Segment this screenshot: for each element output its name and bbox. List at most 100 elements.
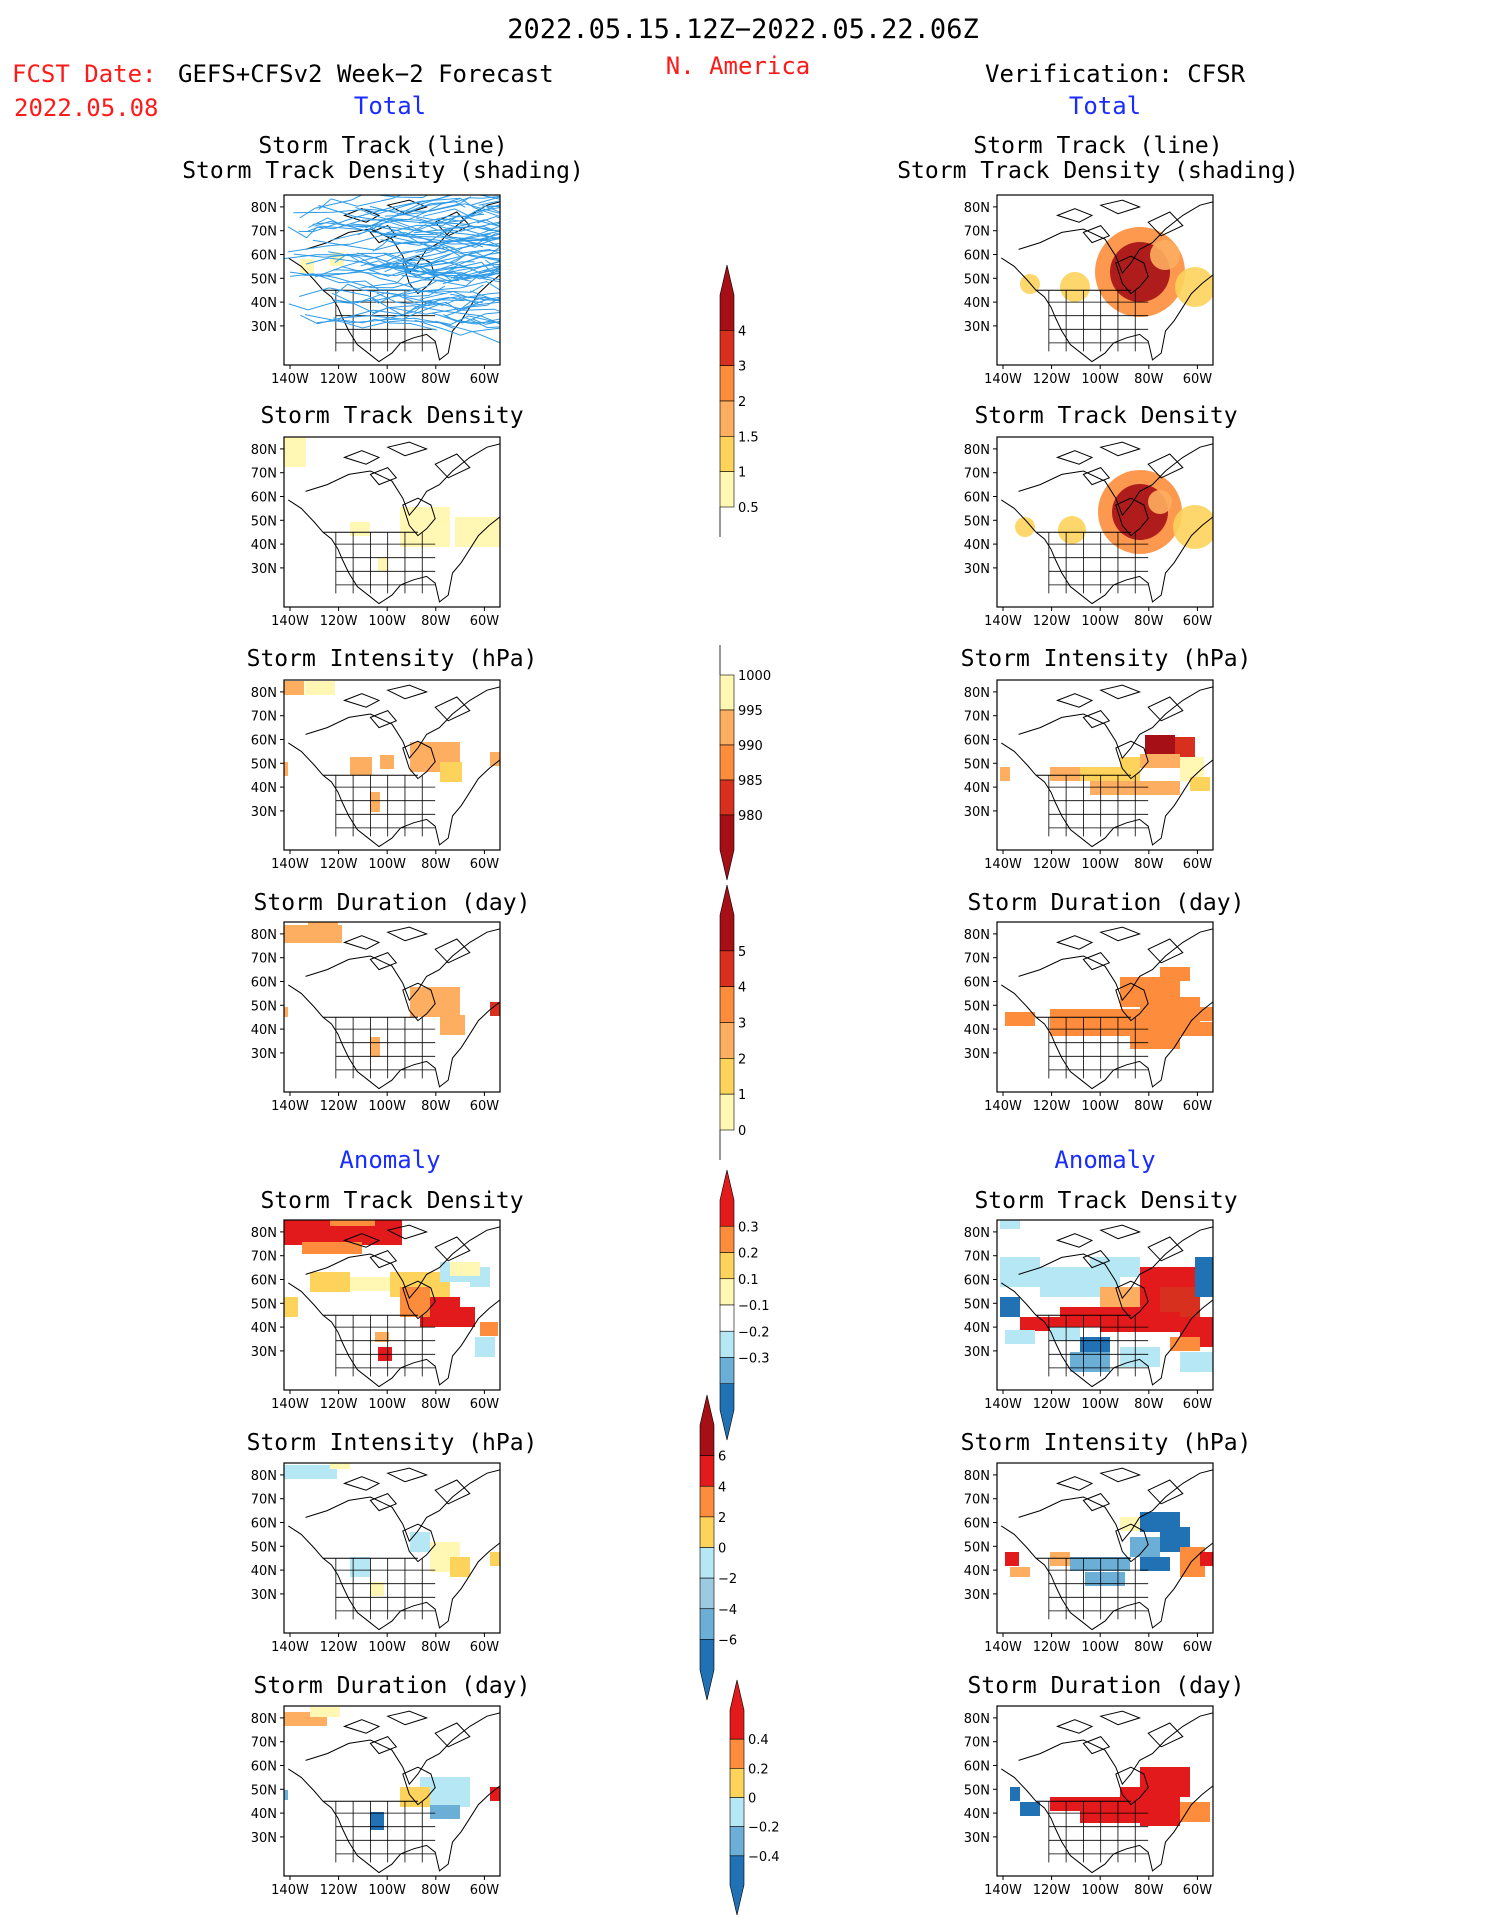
storm-track-line (442, 274, 500, 285)
storm-track-line (318, 204, 485, 232)
model-label: GEFS+CFSv2 Week−2 Forecast (178, 60, 554, 88)
lon-tick-label: 60W (1183, 1099, 1213, 1114)
shading-cell (378, 557, 388, 571)
arctic-coastline (305, 1469, 500, 1543)
lat-tick-label: 30N (964, 320, 990, 335)
colorbar-label: 995 (738, 704, 763, 719)
shading-cell (1070, 1352, 1110, 1372)
storm-track-line (408, 270, 500, 285)
lat-tick-label: 80N (251, 443, 277, 458)
colorbar-segment (719, 264, 735, 331)
lon-tick-label: 140W (271, 1640, 309, 1655)
lon-tick-label: 100W (1081, 1099, 1119, 1114)
lon-tick-label: 100W (1081, 1640, 1119, 1655)
shading-cell (284, 1007, 288, 1017)
map-panel-vf-track: 80N 70N 60N 50N 40N 30N 140W 120W 100W 80W 60W (964, 194, 1214, 387)
lon-tick-label: 60W (470, 1397, 500, 1412)
colorbar-label: 6 (718, 1450, 726, 1465)
colorbar-segment (719, 1225, 735, 1253)
lon-tick-label: 80W (421, 372, 451, 387)
shading-cell (1050, 767, 1080, 781)
colorbar-segment (699, 1547, 715, 1579)
map-panel-fc-anom-duration: 80N 70N 60N 50N 40N 30N 140W 120W 100W 80W 60W (251, 1705, 501, 1898)
shading-cell (490, 1552, 500, 1566)
map-content (1001, 926, 1213, 1090)
colorbar-label: 0.1 (738, 1273, 759, 1288)
island (1099, 1467, 1142, 1483)
storm-track-line (482, 278, 500, 283)
shading-cell (1140, 754, 1180, 768)
hudson-bay (1115, 982, 1149, 1022)
map-content (1001, 1710, 1213, 1874)
lat-tick-label: 70N (251, 710, 277, 725)
shading-cell (1010, 1567, 1030, 1577)
shading-cell (300, 259, 314, 273)
lat-tick-label: 40N (964, 781, 990, 796)
lon-tick-label: 120W (1033, 1397, 1071, 1412)
lat-tick-label: 80N (251, 1712, 277, 1727)
lat-tick-label: 40N (251, 1564, 277, 1579)
lat-tick-label: 30N (964, 805, 990, 820)
lat-tick-label: 50N (251, 1297, 277, 1312)
colorbar-segment (719, 950, 735, 987)
map-content (1000, 1220, 1213, 1388)
lon-tick-label: 60W (470, 372, 500, 387)
lat-tick-label: 70N (251, 1736, 277, 1751)
island (1099, 199, 1142, 215)
lon-tick-label: 100W (1081, 372, 1119, 387)
storm-track-line (371, 305, 500, 325)
lon-tick-label: 100W (1081, 1883, 1119, 1898)
shading-cell (380, 755, 394, 769)
colorbar-segment (719, 986, 735, 1023)
shading-cell (284, 1790, 288, 1800)
lat-tick-label: 40N (251, 1023, 277, 1038)
storm-track-line (413, 219, 500, 234)
storm-track-line (360, 260, 475, 276)
map-panel-vf-duration: 80N 70N 60N 50N 40N 30N 140W 120W 100W 80W 60W (964, 921, 1214, 1114)
hudson-bay (1115, 1523, 1149, 1563)
fcst-date-value: 2022.05.08 (14, 94, 159, 122)
colorbar-cb-anom-intensity: 6 4 2 0 −2 −4 −6 (699, 1394, 737, 1701)
map-frame (996, 921, 1214, 1093)
storm-track-line (445, 301, 500, 317)
island (1056, 1719, 1094, 1734)
map-panel-fc-anom-density: 80N 70N 60N 50N 40N 30N 140W 120W 100W 80W 60W (251, 1219, 501, 1412)
storm-track-line (442, 237, 500, 242)
colorbar-label: 3 (738, 360, 746, 375)
lon-tick-label: 120W (320, 857, 358, 872)
island (1056, 693, 1094, 708)
lon-tick-label: 80W (421, 1640, 451, 1655)
storm-track-line (380, 233, 500, 246)
panel-title: Storm Track (line) (258, 133, 508, 159)
colorbar-segment (719, 1357, 735, 1385)
map-frame (996, 194, 1214, 366)
map-frame (283, 1705, 501, 1877)
arctic-coastline (1018, 1469, 1213, 1543)
storm-track-line (396, 266, 500, 279)
storm-track-line (485, 259, 500, 269)
colorbar-segment (719, 709, 735, 746)
storm-track-line (482, 205, 500, 208)
colorbar-label: 2 (738, 395, 746, 410)
hudson-bay (1115, 255, 1149, 295)
colorbar-segment (719, 330, 735, 366)
lon-tick-label: 80W (421, 1099, 451, 1114)
colorbar-label: 4 (738, 324, 746, 339)
island (434, 1479, 471, 1505)
lat-tick-label: 60N (964, 249, 990, 264)
colorbar-label: −0.2 (738, 1325, 770, 1340)
lat-tick-label: 70N (964, 710, 990, 725)
lat-tick-label: 60N (251, 734, 277, 749)
shading-cell (1090, 1257, 1140, 1277)
panel-title: Storm Intensity (hPa) (246, 646, 538, 672)
colorbar-cb-anom-duration: 0.4 0.2 0 −0.2 −0.4 (729, 1679, 780, 1916)
density-blob (1060, 272, 1090, 302)
panel-title: Storm Intensity (hPa) (960, 646, 1252, 672)
map-frame (283, 679, 501, 851)
island (1147, 453, 1184, 479)
lon-tick-label: 120W (1033, 1883, 1071, 1898)
colorbar-segment (719, 1304, 735, 1332)
colorbar-segment (729, 1679, 745, 1740)
lon-tick-label: 80W (1134, 1640, 1164, 1655)
island (1082, 710, 1111, 729)
